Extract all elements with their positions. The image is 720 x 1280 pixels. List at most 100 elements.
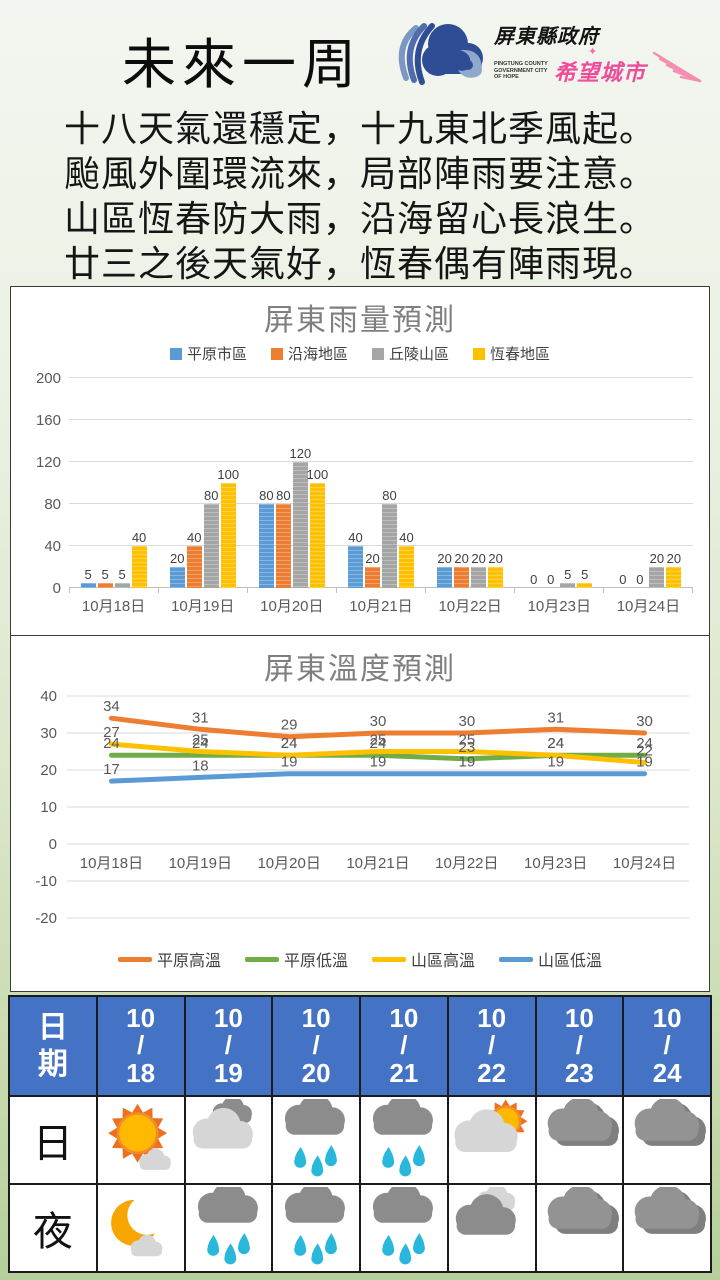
bar-data-label: 20 <box>437 551 452 566</box>
weather-icon-overcast <box>547 1187 619 1234</box>
point-data-label: 30 <box>370 713 387 730</box>
bar-column: 0 <box>615 378 630 588</box>
x-axis-tick <box>337 588 426 593</box>
x-axis-tick <box>515 588 604 593</box>
point-data-label: 25 <box>192 732 209 749</box>
bar <box>203 504 219 588</box>
y-axis-tick-label: 40 <box>40 688 57 705</box>
date-header-cell: 10/20 <box>271 995 361 1097</box>
table-header-row: 日期 10/18 10/19 10/20 10/21 10/22 10/23 10/24 <box>8 995 712 1097</box>
bar-data-label: 5 <box>101 566 109 582</box>
bar-column: 20 <box>471 378 487 588</box>
forecast-icon-cell <box>95 1095 186 1185</box>
point-data-label: 24 <box>636 735 653 752</box>
y-axis-tick-label: 20 <box>40 762 57 779</box>
bar <box>97 582 113 588</box>
forecast-icon-cell <box>534 1183 625 1273</box>
bar <box>114 582 130 588</box>
y-axis-tick-label: -20 <box>35 910 57 927</box>
raindrop-icon <box>294 1146 307 1168</box>
y-axis-tick-label: -10 <box>35 873 57 890</box>
bar-data-label: 120 <box>289 446 312 461</box>
legend-item: 山區高溫 <box>372 947 475 971</box>
raindrop-icon <box>237 1233 250 1255</box>
raindrop-icon <box>294 1234 307 1256</box>
bar <box>471 567 487 588</box>
logo-org-name: 屏東縣政府 <box>493 25 599 48</box>
bar-column: 20 <box>364 378 380 588</box>
point-data-label: 19 <box>547 754 564 771</box>
weather-icon-overcast <box>547 1099 619 1146</box>
bar-data-label: 20 <box>666 551 682 566</box>
pingtung-government-logo: 屏東縣政府 PINGTUNG COUNTY GOVERNMENT CITY OF… <box>386 18 702 93</box>
point-data-label: 29 <box>281 717 298 734</box>
point-data-label: 31 <box>547 709 564 726</box>
gridline <box>69 461 693 462</box>
point-data-label: 25 <box>370 732 387 749</box>
y-axis-tick-label: 80 <box>44 496 61 513</box>
weather-icon-cloudy-dark <box>455 1187 516 1235</box>
legend-item: 恆春地區 <box>473 343 550 364</box>
bar-column: 0 <box>543 378 558 588</box>
x-axis-category-label: 10月22日 <box>438 598 502 615</box>
bar-data-label: 40 <box>348 530 363 545</box>
date-header-cell: 10/21 <box>359 995 449 1097</box>
bar <box>292 462 308 588</box>
date-header-cell: 10/23 <box>534 995 625 1097</box>
x-axis-category-label: 10月18日 <box>81 598 146 615</box>
bar-column: 80 <box>258 378 274 588</box>
poem-line-4: 廿三之後天氣好，恆春偶有陣雨現。 <box>63 243 656 284</box>
bar-group: 0 0 20 20 <box>604 378 693 588</box>
legend-line-icon <box>372 956 406 962</box>
raindrop-icon <box>412 1233 425 1255</box>
x-axis-tick <box>159 588 248 593</box>
x-axis-category-label: 10月19日 <box>171 598 235 615</box>
x-axis-tick <box>248 588 337 593</box>
bar <box>364 567 380 588</box>
point-data-label: 24 <box>547 735 564 752</box>
bar-group: 20 20 20 20 <box>426 378 515 588</box>
bar <box>220 483 236 588</box>
point-data-label: 27 <box>103 724 120 741</box>
bar-column: 100 <box>307 378 328 588</box>
rainfall-chart-panel: 屏東雨量預測 平原市區 沿海地區 丘陵山區 恆春地區 0 40 80 120 160 20… <box>10 286 710 636</box>
bar-data-label: 80 <box>276 488 291 503</box>
y-axis-tick-label: 40 <box>44 538 61 555</box>
bar-column: 120 <box>290 378 311 588</box>
table-corner-date-label: 日期 <box>8 995 98 1097</box>
bar-column: 80 <box>381 378 397 588</box>
y-axis-tick-label: 200 <box>35 370 61 387</box>
bar <box>80 582 96 588</box>
legend-line-icon <box>117 956 152 962</box>
bar-column: 40 <box>186 378 202 588</box>
bar-data-label: 40 <box>399 530 414 545</box>
raindrop-icon <box>223 1243 236 1265</box>
bar-group: 80 80 120 100 <box>247 378 336 588</box>
bar-data-label: 20 <box>488 551 503 566</box>
bar-column: 5 <box>97 378 113 588</box>
point-data-label: 18 <box>192 757 209 774</box>
temperature-line-plot: 40 30 20 10 0 -10 -20 10月18日 10月19日 10月20日 10月21日 1… <box>35 688 689 927</box>
x-axis-category-label: 10月20日 <box>257 855 320 872</box>
y-axis-tick-label: 0 <box>52 580 61 597</box>
weekly-forecast-table: 日期 10/18 10/19 10/20 10/21 10/22 10/23 10/24 日 … <box>8 995 712 1273</box>
x-axis-category-label: 10月22日 <box>435 855 498 872</box>
raindrop-icon <box>382 1146 395 1168</box>
raindrop-icon <box>325 1145 338 1167</box>
bar-column: 40 <box>131 378 147 588</box>
bar-column: 40 <box>398 378 414 588</box>
bar-data-label: 0 <box>619 572 627 587</box>
bar-data-label: 100 <box>306 467 329 482</box>
point-data-label: 31 <box>192 709 209 726</box>
y-axis-tick-label: 0 <box>49 836 57 853</box>
bar <box>186 546 202 588</box>
temperature-chart-legend: 平原高溫 平原低溫 山區高溫 山區低溫 <box>11 947 709 971</box>
rainfall-chart-title: 屏東雨量預測 <box>264 304 456 337</box>
bar-column: 20 <box>649 378 665 588</box>
raindrop-icon <box>412 1145 425 1167</box>
bar-column: 5 <box>80 378 96 588</box>
bar <box>488 567 504 588</box>
row-label-cell: 日 <box>8 1095 98 1185</box>
point-data-label: 17 <box>103 761 120 778</box>
forecast-icon-cell <box>183 1095 274 1185</box>
